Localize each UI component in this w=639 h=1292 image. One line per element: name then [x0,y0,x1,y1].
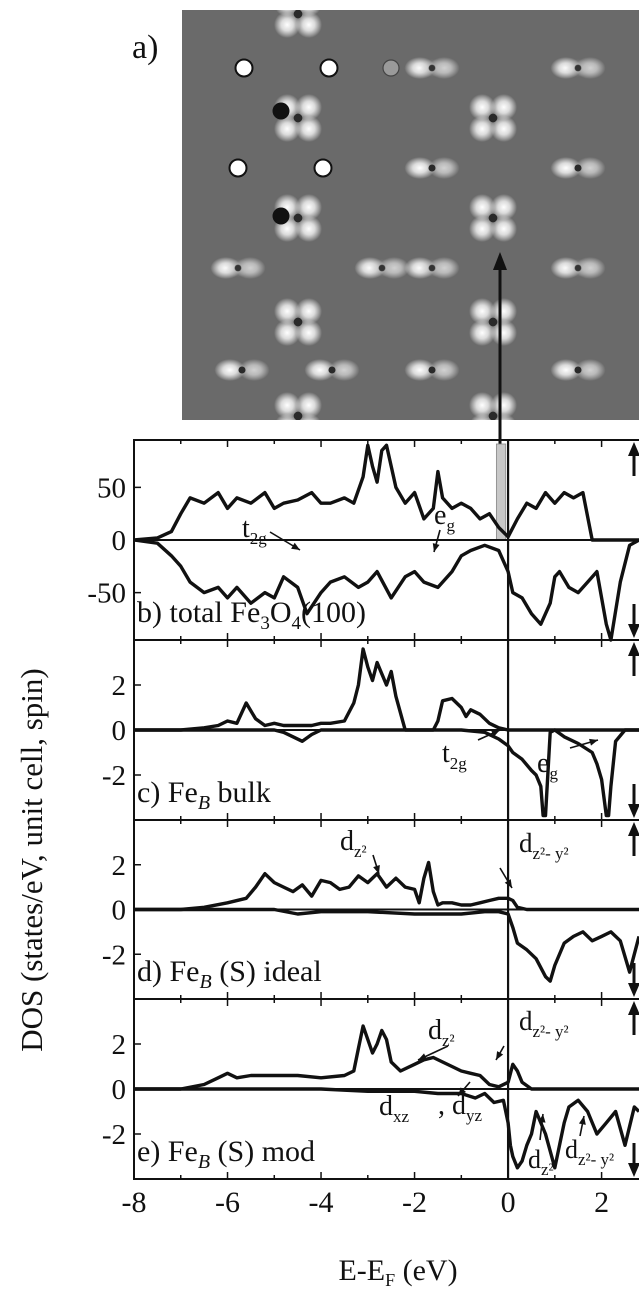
dos-spin-up-line [134,860,639,912]
dim-spot [418,59,446,77]
orbital-annotation: dz² [528,1113,554,1179]
orbital-clover [469,392,517,420]
spin-down-arrow-icon [628,1143,639,1177]
dos-panel-d: 2 0 -2 d) FeB (S) ideal dz² dz²- y² [102,819,639,1000]
dos-spin-down-line [133,538,639,642]
dim-spot [224,259,252,277]
x-tick-label: -2 [402,1186,427,1219]
orbital-clover [469,94,517,142]
dos-spin-down-line [134,728,639,818]
spin-down-arrow-icon [628,963,639,997]
svg-text:eg: eg [537,748,558,783]
oxygen-marker-icon [319,58,339,78]
y-tick-label: 2 [112,670,127,702]
svg-text:eg: eg [434,500,455,535]
spin-up-arrow-icon [628,642,639,676]
orbital-annotation: dz² [340,826,380,875]
orbital-annotation: dz²- y² [565,1115,614,1169]
x-tick-label: -8 [122,1186,147,1219]
dos-spin-down-line [134,1087,639,1170]
y-tick-label: 50 [97,472,126,504]
orbital-annotation: t2g [242,513,301,551]
y-tick-label: 2 [112,1029,127,1061]
svg-text:dz²: dz² [528,1145,554,1179]
y-tick-label: -2 [102,939,126,971]
oxygen-marker-icon [228,158,248,178]
orbital-annotation: eg [537,738,599,783]
spin-up-arrow-icon [628,442,639,476]
svg-text:dz²- y²: dz²- y² [519,828,569,863]
svg-text:dz²: dz² [428,1015,455,1050]
y-tick-label: 0 [112,1074,127,1106]
orbital-clover [469,298,517,346]
dos-spin-down-line [134,907,639,983]
orbital-clover [274,194,322,242]
orbital-lobe [214,359,270,381]
orbital-lobe [550,157,606,179]
dim-spot [368,259,396,277]
y-tick-label: -2 [102,760,126,792]
y-tick-label: -50 [87,578,126,610]
y-tick-label: 0 [112,525,127,557]
orbital-lobe [404,157,460,179]
dim-spot [418,259,446,277]
oxygen-marker-icon [313,158,333,178]
iron-marker-icon [272,102,290,120]
spin-up-arrow-icon [628,822,639,856]
svg-text:dz²- y²: dz²- y² [565,1135,614,1169]
panel-label-d: d) FeB (S) ideal [137,955,322,993]
dos-panel-b: 50 0 -50 b) total Fe3O4(100) [87,439,639,642]
dos-panel-e: 2 0 -2 e) FeB (S) mod dz² dz²- y² dxz , dyz dz² d… [102,998,639,1180]
orbital-annotation: dz² [417,1015,455,1061]
spin-down-arrow-icon [628,604,639,638]
iron-marker-icon [272,207,290,225]
panel-label-b: b) total Fe3O4(100) [137,596,366,634]
x-tick-label: 2 [594,1186,609,1219]
orbital-annotation: dxz [379,1081,471,1126]
y-tick-label: -2 [102,1119,126,1151]
dos-spin-up-line [133,443,639,542]
y-tick-label: 0 [112,715,127,747]
oxygen-marker-icon [234,58,254,78]
dim-spot [564,259,592,277]
dos-spin-up-line [134,647,639,732]
panel-a-label: a) [132,29,158,66]
orbital-lobe [304,359,360,381]
orbital-clover [274,392,322,420]
x-axis-label: E-EF (eV) [338,1254,457,1290]
dos-panel-c: 2 0 -2 c) FeB bulk t2g eg t2g eg [102,500,639,821]
y-tick-label: 2 [112,850,127,882]
spin-up-arrow-icon [628,1001,639,1035]
panel-label-e: e) FeB (S) mod [137,1135,315,1173]
orbital-annotation: dz²- y² [495,1006,569,1061]
orbital-lobe [550,359,606,381]
gray-marker-icon [382,59,400,77]
panel-label-c: c) FeB bulk [137,776,271,814]
y-axis-label: DOS (states/eV, unit cell, spin) [14,668,49,1051]
svg-text:t2g: t2g [442,738,467,773]
x-tick-label: -4 [309,1186,334,1219]
y-tick-label: 0 [112,895,127,927]
orbital-annotation: eg [432,500,455,553]
orbital-clover [274,298,322,346]
dos-spin-up-line [134,1024,639,1091]
orbital-annotation: dz²- y² [499,828,569,889]
x-tick-label: 0 [501,1186,516,1219]
x-tick-label: -6 [215,1186,240,1219]
pointer-arrow-icon [493,252,507,465]
svg-text:dxz: dxz [379,1091,410,1126]
svg-text:dz²: dz² [340,826,367,861]
orbital-annotation: , dyz [438,1090,483,1125]
orbital-clover [469,194,517,242]
svg-text:t2g: t2g [242,513,267,548]
svg-text:dz²- y²: dz²- y² [519,1006,569,1041]
dim-spot [564,59,592,77]
orbital-clover [274,10,322,39]
orbital-annotation: t2g [442,729,501,773]
spin-down-arrow-icon [628,784,639,818]
stm-image [182,10,639,420]
orbital-lobe [404,359,460,381]
